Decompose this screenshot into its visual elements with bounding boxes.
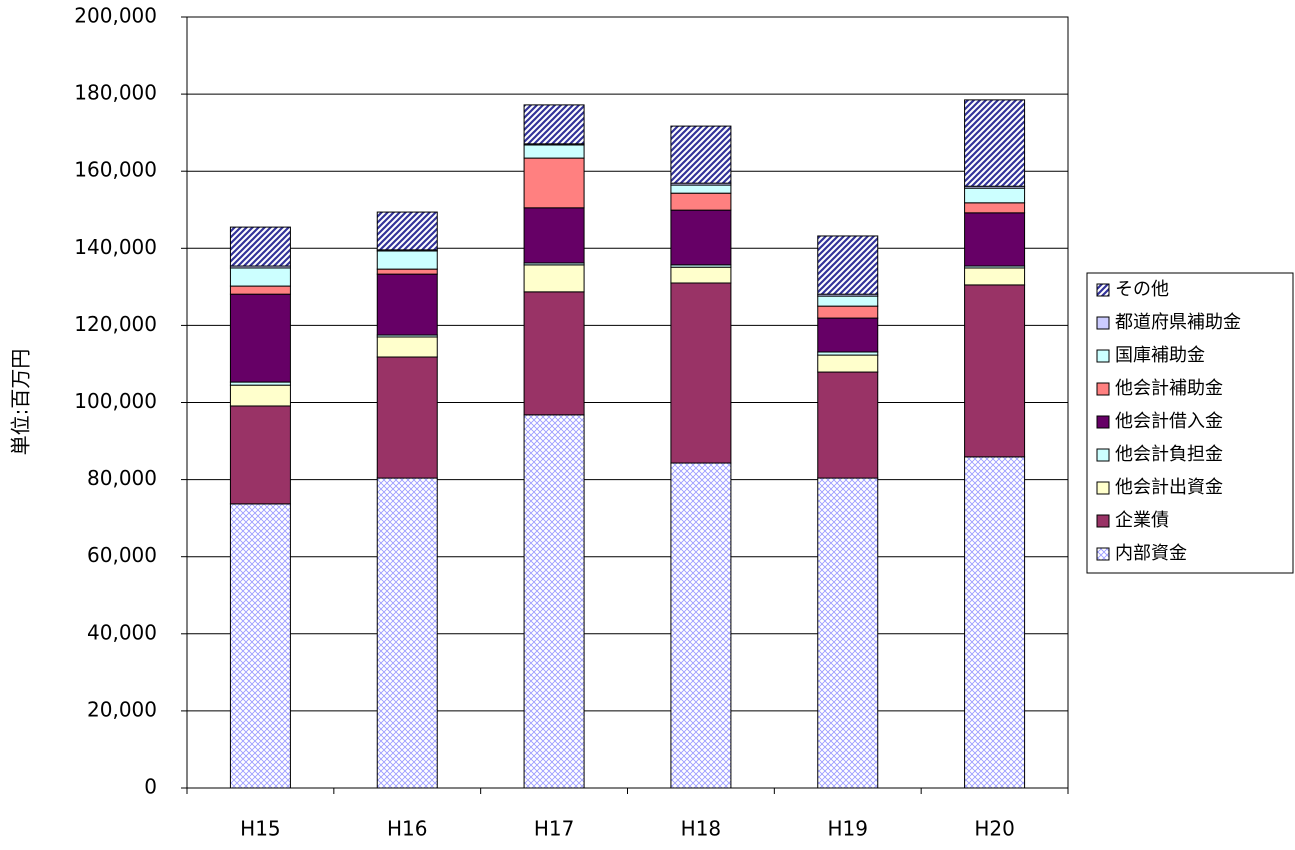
bar-segment (817, 371, 879, 479)
bar-segment (523, 157, 585, 209)
bar-segment (964, 456, 1026, 789)
bar-segment (670, 192, 732, 211)
legend-swatch (1096, 316, 1110, 330)
bar-segment (670, 125, 732, 184)
bar-segment (229, 285, 291, 295)
bar-segment (670, 282, 732, 464)
legend-swatch (1096, 481, 1110, 495)
y-tick-label: 120,000 (74, 312, 157, 336)
y-tick-label: 60,000 (87, 543, 157, 567)
y-tick-label: 180,000 (74, 81, 157, 105)
bar-segment (817, 295, 879, 307)
bar-segment (376, 250, 438, 270)
bar-segment (376, 211, 438, 251)
bar-segment (670, 462, 732, 789)
bar-segment (229, 384, 291, 407)
x-tick-label: H20 (974, 817, 1015, 841)
bar-segment (229, 226, 291, 267)
legend-swatch (1096, 415, 1110, 429)
bar-segment (229, 405, 291, 505)
legend-swatch (1096, 382, 1110, 396)
bar-segment (523, 264, 585, 293)
bar-segment (229, 503, 291, 789)
y-tick-label: 0 (144, 775, 157, 799)
x-tick-label: H17 (534, 817, 575, 841)
legend-label: 企業債 (1115, 510, 1169, 531)
bar-segment (523, 104, 585, 145)
bar-segment (817, 477, 879, 789)
bar-segment (523, 414, 585, 789)
bar-segment (229, 267, 291, 287)
legend-swatch (1096, 283, 1110, 297)
bar-segment (670, 266, 732, 284)
y-axis-label: 単位:百万円 (9, 349, 33, 456)
legend-label: 他会計出資金 (1115, 477, 1223, 498)
legend-swatch (1096, 349, 1110, 363)
y-tick-label: 160,000 (74, 158, 157, 182)
legend-label: 国庫補助金 (1115, 345, 1205, 366)
x-tick-label: H16 (387, 817, 428, 841)
legend-label: 内部資金 (1115, 543, 1187, 564)
bar-segment (964, 99, 1026, 187)
legend-label: 都道府県補助金 (1115, 312, 1241, 333)
bar-segment (964, 284, 1026, 458)
bar-segment (670, 209, 732, 266)
bar-segment (376, 273, 438, 336)
bar-segment (670, 184, 732, 194)
x-tick-label: H15 (240, 817, 281, 841)
legend-label: 他会計借入金 (1115, 411, 1223, 432)
bar-segment (376, 336, 438, 358)
bar-segment (376, 268, 438, 275)
legend: その他都道府県補助金国庫補助金他会計補助金他会計借入金他会計負担金他会計出資金企… (1086, 272, 1294, 574)
legend-label: その他 (1115, 279, 1169, 300)
y-tick-label: 80,000 (87, 466, 157, 490)
bar-segment (523, 291, 585, 416)
bar-segment (523, 144, 585, 159)
legend-frame (1086, 272, 1294, 574)
bar-segment (376, 356, 438, 479)
bar-segment (964, 202, 1026, 214)
x-tick-label: H19 (828, 817, 869, 841)
bar-segment (817, 317, 879, 353)
y-tick-label: 20,000 (87, 697, 157, 721)
bar-segment (229, 293, 291, 383)
y-tick-label: 140,000 (74, 235, 157, 259)
bar-segment (376, 477, 438, 789)
legend-label: 他会計負担金 (1115, 444, 1223, 465)
bar-segment (817, 235, 879, 295)
y-tick-label: 200,000 (74, 4, 157, 28)
y-tick-label: 40,000 (87, 620, 157, 644)
bar-segment (523, 207, 585, 264)
x-tick-label: H18 (681, 817, 722, 841)
y-tick-label: 100,000 (74, 389, 157, 413)
bar-segment (964, 267, 1026, 286)
bar-segment (817, 305, 879, 319)
legend-label: 他会計補助金 (1115, 378, 1223, 399)
bar-segment (964, 187, 1026, 204)
bar-segment (817, 354, 879, 373)
bar-segment (964, 212, 1026, 267)
legend-swatch (1096, 547, 1110, 561)
legend-swatch (1096, 514, 1110, 528)
legend-swatch (1096, 448, 1110, 462)
